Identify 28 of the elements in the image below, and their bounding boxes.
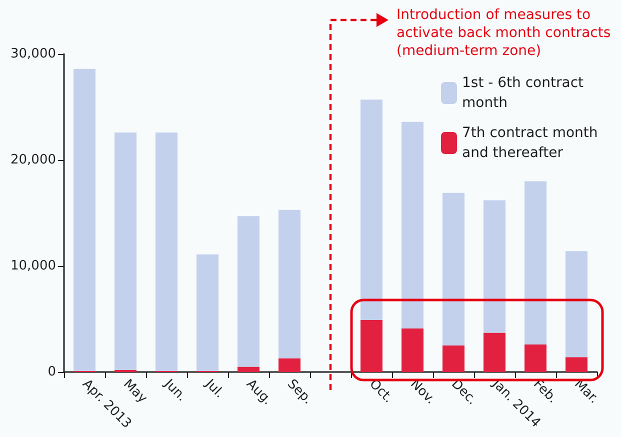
bar	[402, 328, 424, 372]
annotation: Introduction of measures to activate back month contracts (medium-term zone)	[396, 6, 612, 60]
bar	[238, 216, 260, 367]
y-tick-label: 10,000	[10, 258, 56, 274]
bar	[442, 192, 464, 346]
bar	[156, 132, 178, 371]
bar	[74, 68, 96, 371]
bar	[442, 346, 464, 372]
bar	[524, 181, 546, 344]
bar	[278, 358, 300, 372]
y-tick-label: 0	[48, 364, 56, 380]
bar	[402, 122, 424, 329]
y-tick-label: 30,000	[10, 46, 56, 62]
bar	[566, 251, 588, 358]
bar	[278, 210, 300, 358]
x-tick-label: Jul.	[201, 376, 227, 402]
legend-label: 1st - 6th contract month	[462, 75, 588, 111]
bar	[484, 332, 506, 372]
bar	[238, 366, 260, 372]
bar	[360, 100, 382, 320]
bar	[114, 132, 136, 370]
legend-label: 7th contract month and thereafter	[462, 125, 602, 161]
bar	[484, 200, 506, 333]
bar	[196, 254, 218, 371]
y-tick-label: 20,000	[10, 152, 56, 168]
bar	[566, 357, 588, 372]
bar	[360, 320, 382, 372]
bar	[524, 344, 546, 372]
